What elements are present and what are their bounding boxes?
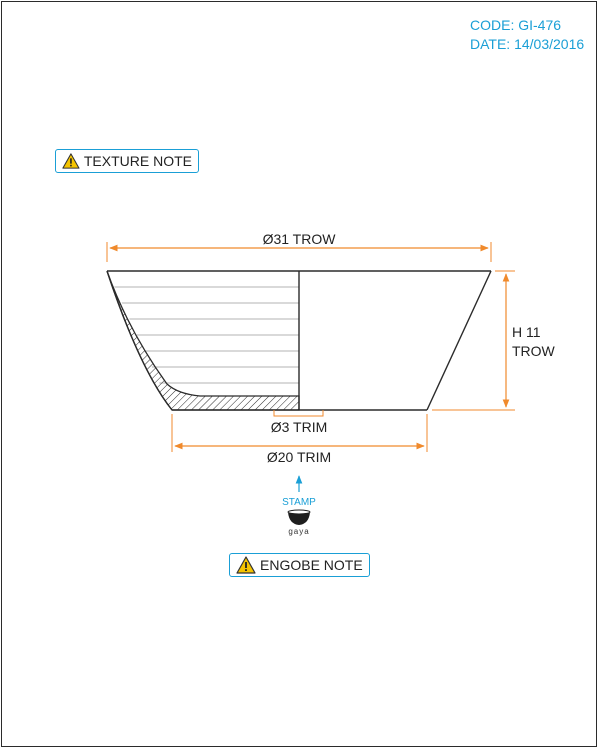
foot-ring-detail — [273, 410, 324, 417]
texture-note-label: TEXTURE NOTE — [83, 153, 192, 169]
stamp-mark-text: gaya — [288, 527, 309, 536]
texture-note-button[interactable]: TEXTURE NOTE — [55, 149, 199, 173]
engobe-note-label: ENGOBE NOTE — [260, 557, 363, 573]
bowl-outline — [106, 270, 492, 411]
height-dimension: H 11 TROW — [432, 270, 556, 411]
texture-lines — [107, 286, 299, 384]
stamp-callout: STAMP gaya — [282, 475, 316, 536]
base-diameter-dimension: Ø20 TRIM — [171, 414, 428, 465]
wall-section-hatch — [106, 270, 300, 411]
foot-inner-label: Ø3 TRIM — [271, 419, 328, 435]
date-label: DATE: 14/03/2016 — [470, 36, 585, 52]
base-diameter-label: Ø20 TRIM — [267, 449, 331, 465]
top-diameter-label: Ø31 TROW — [263, 231, 337, 247]
code-label: CODE: GI-476 — [470, 17, 562, 33]
top-diameter-dimension: Ø31 TROW — [106, 231, 492, 262]
bowl-stamp-icon — [288, 512, 310, 525]
warning-triangle-icon — [62, 153, 80, 169]
height-label-line2: TROW — [512, 343, 556, 359]
warning-triangle-icon — [236, 556, 256, 574]
title-block: CODE: GI-476 DATE: 14/03/2016 — [470, 16, 584, 54]
height-label-line1: H 11 — [512, 324, 541, 340]
engobe-note-button[interactable]: ENGOBE NOTE — [229, 553, 370, 577]
stamp-label: STAMP — [282, 497, 316, 508]
